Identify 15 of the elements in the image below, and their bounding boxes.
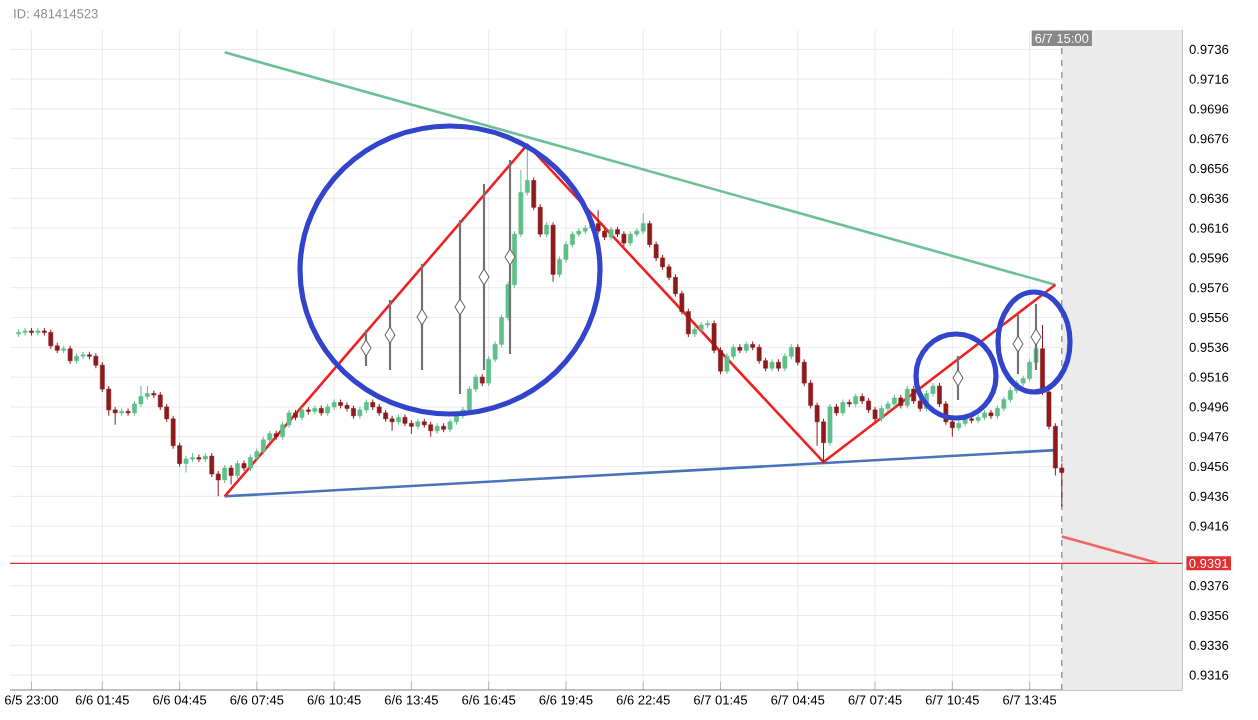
candlestick	[827, 403, 833, 447]
candlestick	[138, 385, 144, 408]
candlestick	[595, 209, 601, 235]
candlestick	[389, 415, 395, 432]
candlestick	[209, 452, 215, 478]
candlestick	[183, 455, 189, 473]
candlestick	[640, 212, 646, 235]
candlestick	[904, 385, 910, 409]
candlestick	[724, 352, 730, 375]
candlestick	[331, 398, 337, 411]
candlestick	[756, 343, 762, 365]
candlestick	[35, 327, 41, 336]
candlestick	[975, 413, 981, 424]
candlestick	[228, 464, 234, 485]
candlestick	[48, 328, 54, 350]
